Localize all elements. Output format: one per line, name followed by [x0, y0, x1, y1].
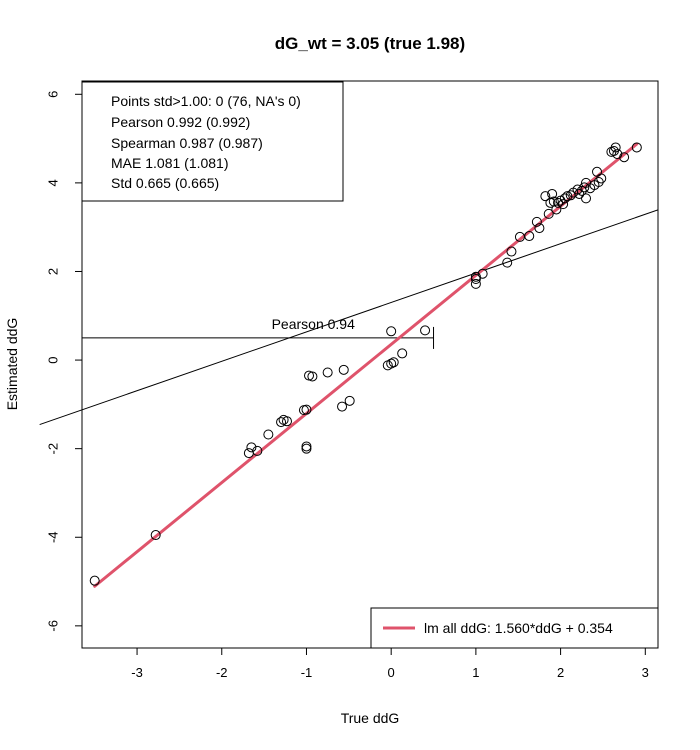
lines-layer	[39, 142, 658, 588]
stat-std: Std 0.665 (0.665)	[111, 175, 219, 191]
legend-frame	[370, 607, 659, 649]
x-tick-label: -1	[301, 665, 313, 680]
data-point	[263, 429, 274, 440]
data-point	[547, 188, 558, 199]
data-point	[631, 142, 642, 153]
pearson-annotation: Pearson 0.94	[272, 316, 355, 332]
data-point	[301, 441, 312, 452]
data-point	[596, 173, 607, 184]
fit-line	[93, 142, 639, 588]
data-point	[470, 278, 481, 289]
y-tick-label: 4	[45, 179, 60, 186]
plot-area: -3 -2 -1 0 1 2 3 -6 -4 -2 0 2 4 6	[45, 80, 659, 680]
stat-pearson: Pearson 0.992 (0.992)	[111, 114, 250, 130]
x-tick-label: 1	[472, 665, 479, 680]
data-point	[470, 274, 481, 285]
data-point	[243, 448, 254, 459]
x-tick-label: -3	[131, 665, 143, 680]
data-point	[531, 216, 542, 227]
stat-spearman: Spearman 0.987 (0.987)	[111, 135, 263, 151]
data-point	[301, 404, 312, 415]
points-layer	[89, 142, 642, 586]
y-tick-label: 6	[45, 91, 60, 98]
y-tick-label: 0	[45, 356, 60, 363]
data-point	[388, 357, 399, 368]
data-point	[150, 530, 161, 541]
data-point	[89, 575, 100, 586]
data-point	[281, 416, 292, 427]
legend-label-fit: lm all ddG: 1.560*ddG + 0.354	[424, 620, 613, 636]
data-point	[477, 268, 488, 279]
x-tick-label: 3	[642, 665, 649, 680]
data-point	[246, 442, 257, 453]
data-point	[276, 417, 287, 428]
x-tick-label: 0	[388, 665, 395, 680]
data-point	[252, 445, 263, 456]
data-point	[386, 326, 397, 337]
data-point	[559, 193, 570, 204]
x-tick-label: 2	[557, 665, 564, 680]
chart-title: dG_wt = 3.05 (true 1.98)	[275, 34, 465, 53]
y-axis-title: Estimated ddG	[4, 318, 20, 411]
data-point	[619, 152, 630, 163]
x-axis-title: True ddG	[341, 710, 400, 726]
annotation-layer: Pearson 0.94	[272, 316, 355, 332]
data-point	[524, 231, 535, 242]
data-point	[397, 348, 408, 359]
data-point	[558, 199, 569, 210]
data-point	[337, 401, 348, 412]
x-tick-label: -2	[216, 665, 228, 680]
y-tick-label: -2	[45, 443, 60, 455]
stat-mae: MAE 1.081 (1.081)	[111, 155, 229, 171]
stats-box-frame	[81, 81, 344, 202]
y-tick-label: 2	[45, 268, 60, 275]
data-point	[610, 142, 621, 153]
data-point	[338, 364, 349, 375]
plot-frame	[81, 80, 659, 649]
data-point	[540, 191, 551, 202]
data-point	[344, 395, 355, 406]
data-point	[543, 208, 554, 219]
data-point	[506, 246, 517, 257]
data-point	[420, 325, 431, 336]
data-point	[470, 271, 481, 282]
data-point	[579, 182, 590, 193]
data-point	[581, 193, 591, 204]
data-point	[322, 367, 333, 378]
reference-line	[39, 209, 658, 426]
data-point	[551, 204, 562, 215]
data-point	[593, 176, 604, 187]
data-point	[534, 223, 545, 234]
stat-points: Points std>1.00: 0 (76, NA's 0)	[111, 93, 301, 109]
y-tick-label: -6	[45, 620, 60, 632]
data-point	[502, 257, 513, 268]
y-tick-label: -4	[45, 531, 60, 543]
data-point	[572, 184, 583, 195]
legend: lm all ddG: 1.560*ddG + 0.354	[370, 607, 659, 649]
data-point	[307, 371, 318, 382]
data-point	[301, 443, 312, 454]
data-point	[386, 358, 397, 369]
data-point	[612, 149, 623, 160]
stats-box: Points std>1.00: 0 (76, NA's 0) Pearson …	[81, 81, 344, 202]
